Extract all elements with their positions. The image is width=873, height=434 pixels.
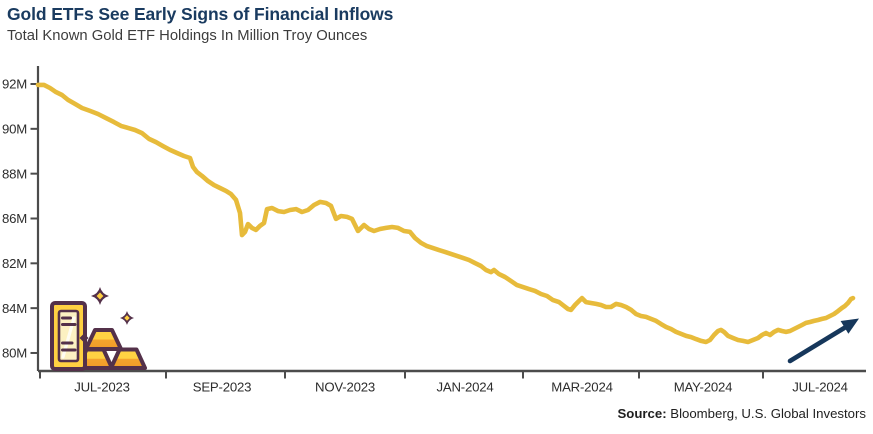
y-tick-label: 88M (2, 166, 27, 181)
trend-arrow-head (840, 318, 859, 334)
trend-arrow-shaft (787, 325, 848, 364)
source-text: Bloomberg, U.S. Global Investors (666, 406, 866, 421)
sparkle-center (124, 315, 130, 321)
sparkle-center (96, 292, 104, 300)
axes-layer: 92M 90M 88M 86M 82M 84M 80M JUL-2023 SEP-2023 NOV… (2, 66, 866, 395)
y-tick-label: 90M (2, 121, 27, 136)
y-tick-label: 92M (2, 77, 27, 92)
y-tick-label: 84M (2, 301, 27, 316)
x-tick-label: MAR-2024 (551, 380, 612, 395)
x-tick-label: JUL-2023 (74, 380, 130, 395)
trend-arrow-icon (787, 318, 859, 364)
x-tick-label: NOV-2023 (315, 380, 375, 395)
gold-bar-engraving (61, 316, 77, 352)
diamond-dot-icon (79, 333, 89, 343)
x-tick-label: JAN-2024 (436, 380, 493, 395)
source-attribution: Source: Bloomberg, U.S. Global Investors (618, 406, 866, 421)
x-tick-label: MAY-2024 (674, 380, 733, 395)
x-tick-label: SEP-2023 (193, 380, 252, 395)
chart-subtitle: Total Known Gold ETF Holdings In Million… (7, 28, 368, 44)
y-tick-label: 82M (2, 256, 27, 271)
y-tick-label: 80M (2, 346, 27, 361)
gold-ingot-bottom-right-icon (109, 347, 147, 370)
source-label: Source: (617, 406, 667, 421)
gold-ingot-top-icon (84, 328, 123, 351)
series-layer (35, 82, 856, 345)
y-tick-label: 86M (2, 211, 27, 226)
page-title: Gold ETFs See Early Signs of Financial I… (7, 4, 394, 24)
x-tick-label: JUL-2024 (792, 380, 848, 395)
gold-bars-icon (50, 287, 147, 371)
holdings-line-series (35, 82, 856, 345)
